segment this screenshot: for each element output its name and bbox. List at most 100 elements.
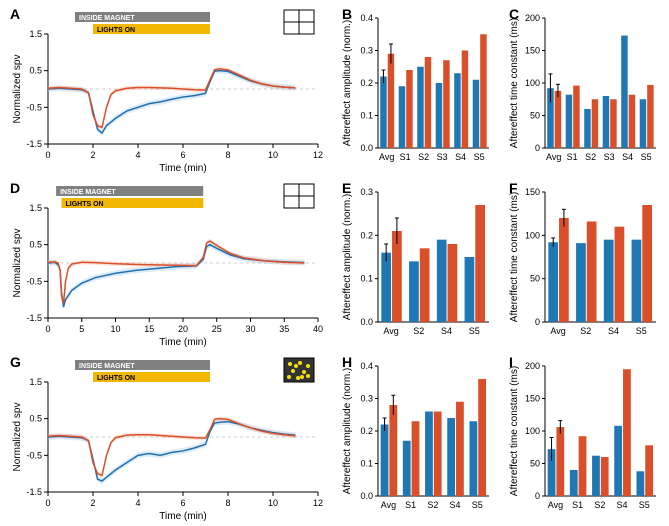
svg-text:S2: S2 [418,152,429,162]
panel-label: H [342,354,352,370]
svg-text:S4: S4 [441,326,452,336]
svg-text:-0.5: -0.5 [26,450,42,460]
svg-text:20: 20 [178,324,188,334]
svg-text:0.4: 0.4 [360,361,373,371]
svg-text:0.0: 0.0 [360,317,373,327]
svg-text:S2: S2 [594,500,605,510]
svg-text:8: 8 [225,150,230,160]
svg-text:6: 6 [180,498,185,508]
svg-text:S2: S2 [580,326,591,336]
panel-label: G [10,354,21,370]
svg-text:0.1: 0.1 [360,111,373,121]
svg-text:S1: S1 [567,152,578,162]
line-panel-D: DINSIDE MAGNETLIGHTS ON0510152025303540-… [8,178,328,348]
svg-text:15: 15 [144,324,154,334]
svg-text:25: 25 [212,324,222,334]
svg-text:0: 0 [535,491,540,501]
svg-text:INSIDE MAGNET: INSIDE MAGNET [79,15,135,22]
svg-text:1.5: 1.5 [29,203,42,213]
svg-text:0: 0 [45,498,50,508]
svg-text:Avg: Avg [381,500,396,510]
svg-text:1.5: 1.5 [29,377,42,387]
svg-text:S2: S2 [585,152,596,162]
svg-text:4: 4 [135,150,140,160]
svg-text:0.3: 0.3 [360,46,373,56]
svg-text:35: 35 [279,324,289,334]
line-panel-G: GINSIDE MAGNETLIGHTS ON024681012-1.5-0.5… [8,352,328,522]
svg-text:8: 8 [225,498,230,508]
svg-text:40: 40 [313,324,323,334]
panel-label: B [342,6,352,22]
panel-label: A [10,6,20,22]
svg-text:0: 0 [535,143,540,153]
svg-text:S5: S5 [474,152,485,162]
svg-text:S5: S5 [472,500,483,510]
svg-text:200: 200 [525,361,540,371]
svg-text:0.2: 0.2 [360,78,373,88]
svg-text:0.4: 0.4 [360,13,373,23]
panel-label: C [509,6,519,22]
svg-text:1.5: 1.5 [29,29,42,39]
svg-text:Avg: Avg [548,500,563,510]
svg-text:-1.5: -1.5 [26,139,42,149]
svg-text:Time (min): Time (min) [159,511,206,522]
svg-text:0.1: 0.1 [360,274,373,284]
svg-text:S2: S2 [427,500,438,510]
svg-text:100: 100 [525,230,540,240]
svg-text:2: 2 [90,498,95,508]
svg-text:Normalized spv: Normalized spv [12,229,23,298]
svg-text:S4: S4 [455,152,466,162]
svg-text:5: 5 [79,324,84,334]
svg-text:Avg: Avg [383,326,398,336]
svg-text:Aftereffect amplitude (norm.): Aftereffect amplitude (norm.) [342,20,353,147]
svg-text:S4: S4 [617,500,628,510]
svg-text:10: 10 [268,498,278,508]
svg-text:200: 200 [525,13,540,23]
svg-text:S5: S5 [641,152,652,162]
svg-text:S1: S1 [405,500,416,510]
svg-text:S5: S5 [639,500,650,510]
svg-text:0.5: 0.5 [29,66,42,76]
svg-text:S4: S4 [622,152,633,162]
svg-text:S3: S3 [604,152,615,162]
svg-text:Normalized spv: Normalized spv [12,403,23,472]
svg-text:Aftereffect amplitude (norm.): Aftereffect amplitude (norm.) [342,194,353,321]
bar-panel-H: H0.00.10.20.30.4Aftereffect amplitude (n… [340,352,495,522]
svg-text:S4: S4 [450,500,461,510]
panel-label: F [509,180,518,196]
svg-text:S3: S3 [437,152,448,162]
svg-text:10: 10 [110,324,120,334]
svg-text:0.0: 0.0 [360,491,373,501]
bar-panel-E: E0.00.10.20.3Aftereffect amplitude (norm… [340,178,495,348]
svg-text:Avg: Avg [546,152,561,162]
svg-text:0.1: 0.1 [360,459,373,469]
svg-text:S2: S2 [413,326,424,336]
svg-text:50: 50 [530,459,540,469]
bar-panel-B: B0.00.10.20.30.4Aftereffect amplitude (n… [340,4,495,174]
bar-panel-C: C050100150200Aftereffect time constant (… [507,4,662,174]
bar-panel-F: F050100150Aftereffect time constant (ms)… [507,178,662,348]
svg-text:50: 50 [530,111,540,121]
svg-text:Avg: Avg [379,152,394,162]
svg-text:-1.5: -1.5 [26,313,42,323]
svg-text:S4: S4 [608,326,619,336]
svg-text:LIGHTS ON: LIGHTS ON [97,27,135,34]
panel-label: I [509,354,513,370]
svg-text:10: 10 [268,150,278,160]
svg-text:12: 12 [313,150,323,160]
svg-text:LIGHTS ON: LIGHTS ON [66,201,104,208]
svg-text:-1.5: -1.5 [26,487,42,497]
svg-text:0.2: 0.2 [360,426,373,436]
svg-text:Aftereffect time constant (ms): Aftereffect time constant (ms) [509,192,520,322]
svg-text:100: 100 [525,78,540,88]
svg-text:S5: S5 [636,326,647,336]
svg-text:0.3: 0.3 [360,187,373,197]
svg-text:Avg: Avg [550,326,565,336]
svg-text:INSIDE MAGNET: INSIDE MAGNET [60,189,116,196]
svg-text:100: 100 [525,426,540,436]
svg-text:S1: S1 [400,152,411,162]
svg-text:LIGHTS ON: LIGHTS ON [97,375,135,382]
svg-text:150: 150 [525,394,540,404]
svg-text:Time (min): Time (min) [159,163,206,174]
panel-label: E [342,180,351,196]
